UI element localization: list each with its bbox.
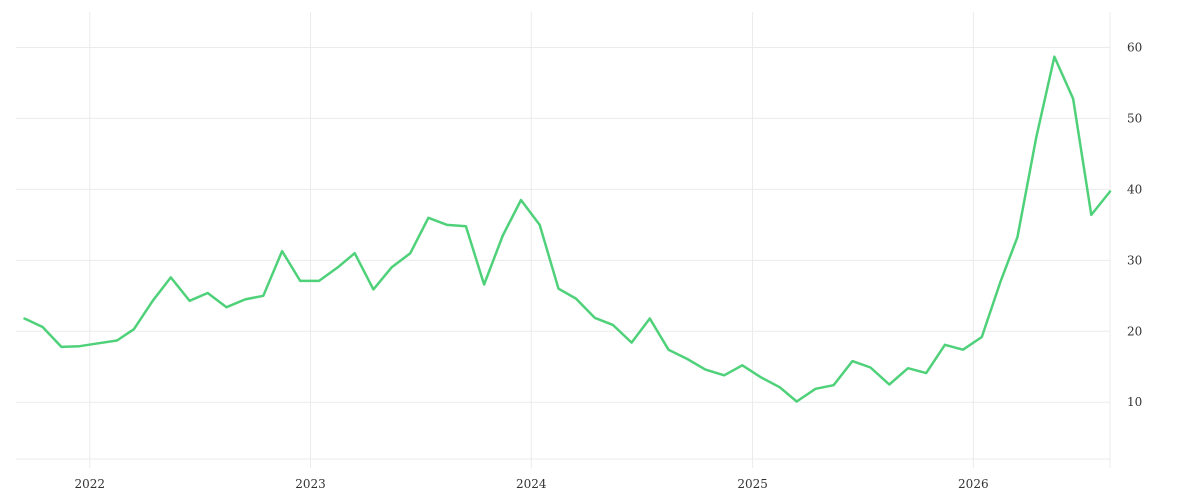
data-point — [981, 336, 983, 338]
data-point — [667, 349, 669, 351]
data-point — [60, 346, 62, 348]
data-point — [225, 306, 227, 308]
data-point — [409, 252, 411, 254]
data-point — [262, 295, 264, 297]
data-point — [649, 317, 651, 319]
data-point — [207, 292, 209, 294]
x-tick-label: 2025 — [737, 477, 768, 491]
data-point — [41, 326, 43, 328]
data-point — [244, 298, 246, 300]
data-point — [520, 199, 522, 201]
data-point — [299, 280, 301, 282]
tick-labels: 10 20 30 40 50 60 2022 2023 2024 2025 2026 — [75, 40, 1143, 491]
data-point — [944, 344, 946, 346]
x-tick-label: 2023 — [295, 477, 326, 491]
x-tick-label: 2026 — [958, 477, 989, 491]
data-point — [832, 384, 834, 386]
data-point — [760, 376, 762, 378]
data-point — [446, 224, 448, 226]
data-point — [686, 358, 688, 360]
data-point — [575, 297, 577, 299]
y-tick-label: 50 — [1127, 111, 1142, 125]
data-point — [427, 217, 429, 219]
data-point — [116, 339, 118, 341]
y-tick-label: 10 — [1127, 395, 1142, 409]
data-point — [502, 234, 504, 236]
data-point — [97, 342, 99, 344]
data-point — [539, 224, 541, 226]
data-point — [962, 349, 964, 351]
y-tick-label: 60 — [1127, 40, 1142, 54]
data-point — [23, 317, 25, 319]
data-point — [483, 283, 485, 285]
data-point — [779, 386, 781, 388]
series-line — [23, 55, 1112, 403]
data-point — [999, 280, 1001, 282]
data-point — [170, 276, 172, 278]
data-point — [557, 288, 559, 290]
data-point — [372, 288, 374, 290]
data-point — [814, 388, 816, 390]
data-point — [741, 364, 743, 366]
data-point — [318, 280, 320, 282]
data-point — [612, 324, 614, 326]
data-point — [869, 366, 871, 368]
data-point — [907, 367, 909, 369]
y-tick-label: 40 — [1127, 182, 1142, 196]
x-tick-label: 2022 — [75, 477, 106, 491]
data-point — [337, 266, 339, 268]
data-point — [390, 266, 392, 268]
data-point — [851, 360, 853, 362]
data-point — [465, 225, 467, 227]
data-point — [281, 250, 283, 252]
y-tick-label: 20 — [1127, 324, 1142, 338]
data-point — [78, 345, 80, 347]
data-point — [1016, 236, 1018, 238]
y-tick-label: 30 — [1127, 253, 1142, 267]
data-point — [925, 372, 927, 374]
data-point — [630, 341, 632, 343]
data-point — [1053, 56, 1055, 58]
data-point — [888, 383, 890, 385]
data-point — [704, 368, 706, 370]
data-point — [1090, 214, 1092, 216]
data-point — [354, 252, 356, 254]
data-point — [133, 328, 135, 330]
data-point — [1072, 97, 1074, 99]
data-point — [796, 400, 798, 402]
data-point — [594, 317, 596, 319]
grid — [16, 12, 1111, 468]
x-tick-label: 2024 — [516, 477, 547, 491]
data-point — [188, 300, 190, 302]
series-layer — [23, 55, 1112, 403]
data-point — [152, 300, 154, 302]
data-point — [1035, 136, 1037, 138]
data-point — [1109, 190, 1111, 192]
data-point — [723, 374, 725, 376]
